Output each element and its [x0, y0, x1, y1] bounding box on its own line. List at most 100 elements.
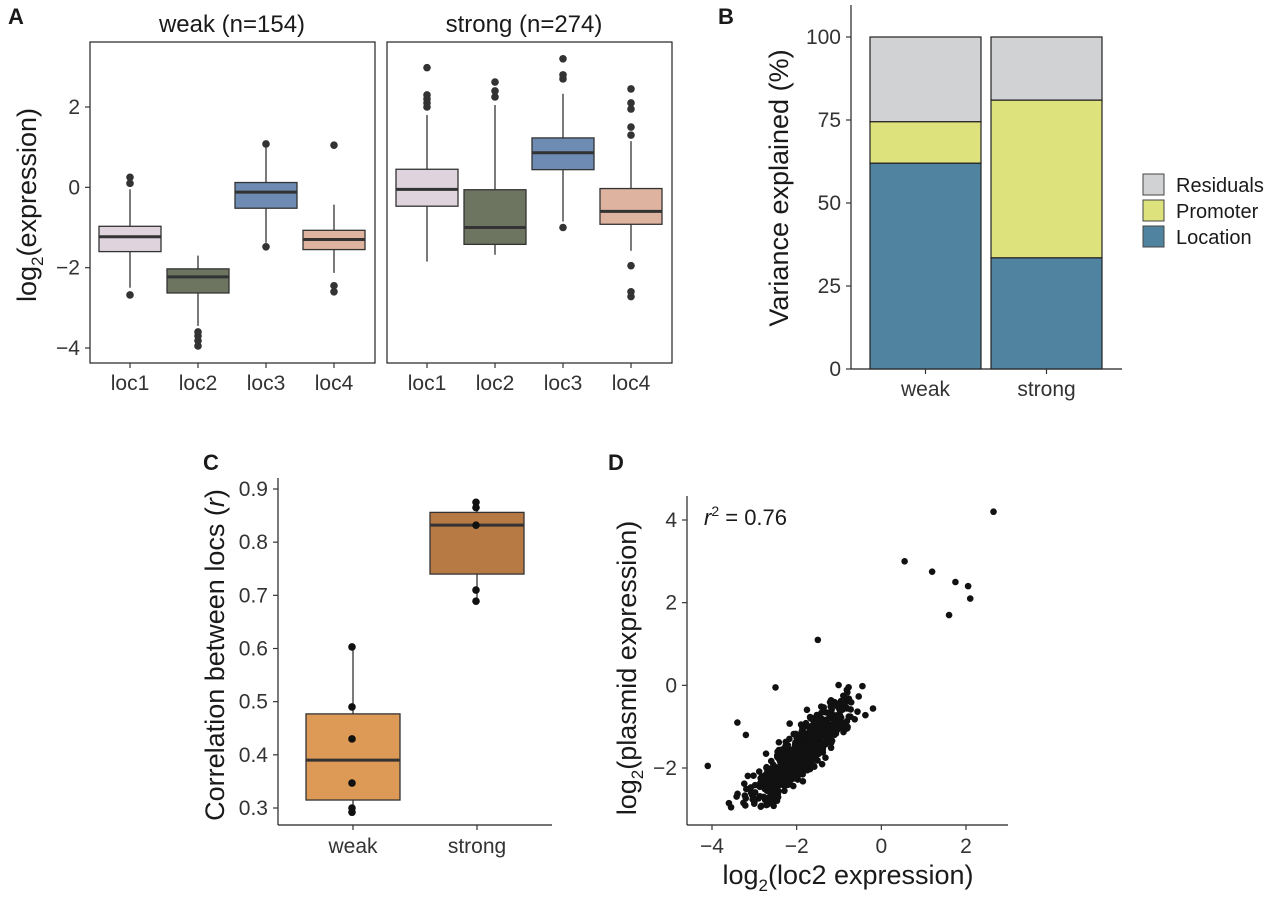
scatter-point — [781, 787, 788, 795]
scatter-point — [744, 772, 752, 780]
facet-title-weak: weak (n=154) — [158, 11, 305, 38]
scatter-point — [928, 568, 936, 575]
box-loc1 — [98, 225, 162, 253]
x-tick-label: weak — [900, 378, 951, 401]
box-loc1 — [395, 168, 459, 207]
x-tick-label: loc3 — [247, 372, 286, 395]
correlation-point — [472, 498, 480, 507]
panel-letter-a: A — [8, 4, 24, 29]
panel-letter-d: D — [608, 450, 624, 475]
legend-swatch-promoter — [1142, 199, 1165, 222]
scatter-point — [751, 789, 758, 797]
box-outlier-point — [126, 291, 134, 299]
scatter-point — [792, 739, 799, 746]
scatter-point — [818, 760, 826, 768]
bar-segment-location — [990, 257, 1103, 370]
scatter-point — [816, 734, 824, 742]
scatter-point — [952, 578, 959, 586]
scatter-point — [751, 795, 758, 803]
correlation-point — [472, 586, 480, 594]
box-outlier-point — [330, 287, 338, 296]
box-loc4 — [599, 187, 663, 225]
box-outlier-point — [627, 292, 635, 301]
panel-c-y-axis-title: Correlation between locs (r) — [200, 489, 230, 821]
scatter-point — [789, 755, 796, 762]
scatter-point — [742, 731, 750, 739]
box-outlier-point — [559, 55, 567, 63]
box-outlier-point — [491, 93, 499, 101]
panel-a-boxplots: weak (n=154) strong (n=274) 20−2−4 loc1 l… — [12, 11, 673, 395]
scatter-point — [755, 768, 763, 775]
y-tick-label: 25 — [818, 275, 841, 298]
correlation-point — [348, 643, 356, 651]
scatter-point — [840, 701, 847, 708]
box-loc2 — [166, 268, 230, 294]
box-outlier-point — [126, 179, 134, 188]
scatter-point — [862, 711, 869, 719]
scatter-point — [945, 611, 953, 619]
y-tick-label: 0.4 — [239, 744, 269, 767]
scatter-point — [821, 728, 829, 735]
box-outlier-point — [330, 281, 338, 290]
panel-d-points — [704, 508, 997, 811]
scatter-point — [725, 799, 733, 807]
scatter-point — [842, 725, 850, 733]
correlation-point — [348, 779, 356, 787]
scatter-point — [757, 803, 765, 810]
box-loc2 — [463, 189, 527, 246]
box-outlier-point — [627, 85, 635, 93]
box-outlier-point — [126, 173, 134, 182]
scatter-point — [784, 781, 792, 789]
y-tick-label: 2 — [68, 96, 80, 119]
y-tick-label: 0.5 — [239, 691, 268, 714]
scatter-point — [803, 746, 810, 754]
scatter-point — [990, 508, 997, 516]
scatter-point — [828, 729, 836, 737]
facet-frame-weak — [89, 41, 376, 364]
scatter-point — [794, 752, 802, 760]
scatter-point — [837, 713, 844, 721]
box-outlier-point — [423, 63, 431, 72]
x-tick-label: loc2 — [179, 372, 218, 395]
scatter-point — [827, 703, 835, 711]
bar-segment-promoter — [869, 121, 982, 164]
y-tick-label: 0.3 — [239, 797, 268, 820]
panel-b-stacked-bars: 0 25 50 75 100 weak strong Variance explained… — [764, 5, 1264, 401]
box-outlier-point — [627, 99, 635, 107]
scatter-point — [803, 706, 811, 714]
scatter-point — [741, 792, 749, 799]
x-tick-label: strong — [448, 835, 506, 858]
scatter-point — [838, 719, 846, 727]
scatter-point — [762, 750, 770, 757]
scatter-point — [704, 762, 712, 770]
scatter-point — [840, 692, 847, 700]
y-tick-label: 0.8 — [239, 531, 268, 554]
box-outlier-point — [491, 78, 499, 86]
bar-segment-promoter — [990, 99, 1103, 259]
scatter-point — [845, 683, 852, 691]
panel-d-ticks: −4 −2 0 2 4 2 0 −2 — [653, 509, 972, 858]
panel-c-marks: weak strong — [305, 498, 525, 858]
x-tick-label: 0 — [875, 835, 887, 858]
facet-frame-strong — [386, 41, 673, 364]
y-tick-label: 2 — [665, 592, 677, 615]
scatter-point — [822, 754, 829, 762]
panel-b-y-axis-title: Variance explained (%) — [764, 49, 794, 326]
scatter-point — [966, 595, 974, 602]
scatter-point — [777, 751, 784, 759]
box-outlier-point — [330, 141, 338, 149]
scatter-point — [750, 772, 757, 779]
y-tick-label: 0 — [665, 674, 677, 697]
box-loc3 — [234, 181, 298, 209]
x-tick-label: loc4 — [612, 372, 651, 395]
panel-b-y-ticks: 0 25 50 75 100 — [806, 26, 851, 381]
scatter-point — [818, 745, 826, 753]
scatter-point — [803, 766, 811, 774]
scatter-point — [764, 801, 771, 808]
box-outlier-point — [194, 336, 202, 345]
box-outlier-point — [262, 242, 270, 251]
x-tick-label: loc1 — [408, 372, 447, 395]
scatter-point — [779, 762, 787, 770]
correlation-point — [472, 597, 480, 605]
y-tick-label: 0.6 — [239, 638, 268, 661]
